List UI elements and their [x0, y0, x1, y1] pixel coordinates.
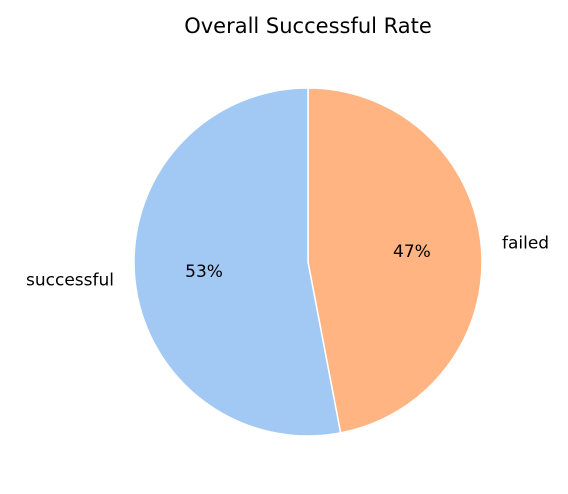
- pie-slices: [133, 87, 483, 437]
- chart-title: Overall Successful Rate: [184, 14, 432, 38]
- pie-slice-successful: [133, 87, 342, 437]
- slice-label-failed: failed: [502, 234, 549, 254]
- pie-labels: failed 47% successful 53%: [26, 234, 549, 291]
- pie-slice-failed: [307, 87, 483, 434]
- slice-percent-successful: 53%: [185, 262, 223, 282]
- slice-percent-failed: 47%: [393, 242, 431, 262]
- slice-label-successful: successful: [26, 270, 114, 290]
